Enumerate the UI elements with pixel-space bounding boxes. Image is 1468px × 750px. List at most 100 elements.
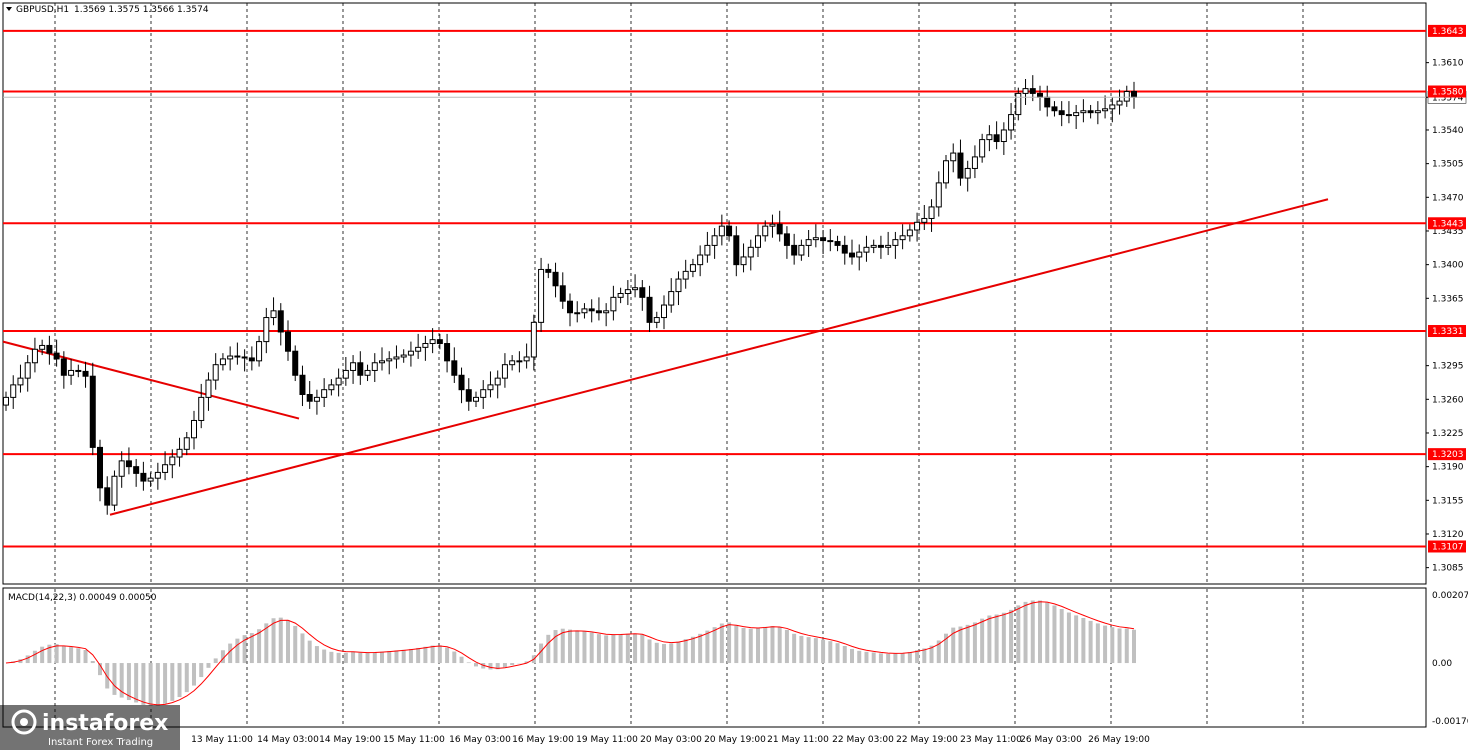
candle-body	[632, 287, 639, 291]
uptrend-line[interactable]	[109, 198, 1329, 516]
candle-body	[993, 134, 1000, 143]
candle-body	[1073, 112, 1080, 117]
time-label-12: 23 May 11:00	[960, 735, 1022, 745]
price-tick-label-10: 1.3225	[1432, 429, 1464, 439]
candle-body	[516, 360, 523, 363]
candle-body	[950, 152, 957, 162]
level-tag-3	[1428, 325, 1466, 338]
dropdown-arrow-icon[interactable]	[6, 7, 12, 11]
candle-body	[393, 356, 400, 360]
candle-body	[191, 419, 197, 439]
level-lines	[3, 29, 1426, 548]
trend-lines	[2, 198, 1329, 516]
candle-body	[1037, 92, 1043, 98]
level-tag-label-4: 1.3203	[1432, 450, 1464, 460]
candle-body	[617, 293, 624, 298]
candle-body	[46, 344, 53, 354]
candle-body	[567, 300, 573, 314]
candle-body	[986, 134, 993, 141]
candle-body	[1058, 110, 1065, 116]
candle-body	[429, 339, 436, 345]
price-axis: 1.36101.35741.35401.35051.34701.34351.34…	[3, 59, 1467, 574]
time-label-1: 14 May 03:00	[257, 735, 319, 745]
candle-body	[581, 308, 588, 314]
time-label-5: 16 May 19:00	[512, 735, 574, 745]
level-tag-label-5: 1.3107	[1432, 542, 1464, 552]
candles	[3, 75, 1137, 515]
candle-body	[776, 223, 783, 235]
candle-body	[31, 348, 38, 364]
candle-body	[386, 358, 393, 362]
candle-body	[603, 310, 610, 314]
candle-body	[892, 239, 899, 246]
macd-indicator	[5, 600, 1136, 707]
level-tag-2	[1428, 217, 1466, 230]
candle-body	[140, 472, 147, 482]
candle-body	[624, 289, 631, 294]
candle-body	[270, 310, 277, 319]
candle-body	[545, 268, 552, 273]
candle-body	[769, 223, 776, 227]
candle-body	[682, 270, 689, 280]
level-tag-4	[1428, 448, 1466, 461]
candle-body	[1000, 129, 1007, 143]
candle-body	[574, 312, 581, 315]
candle-body	[183, 437, 190, 450]
candle-body	[147, 477, 154, 482]
candle-body	[234, 355, 241, 358]
candle-body	[248, 357, 255, 362]
candle-body	[588, 308, 595, 312]
candle-body	[342, 369, 349, 379]
candle-body	[125, 460, 132, 468]
time-label-7: 20 May 03:00	[640, 735, 702, 745]
time-axis: 13 May 11:00 14 May 03:00 14 May 19:00 15 M…	[191, 735, 1150, 745]
candle-body	[1102, 108, 1109, 112]
time-label-9: 21 May 11:00	[767, 735, 829, 745]
time-label-8: 20 May 19:00	[704, 735, 766, 745]
level-tags: 1.3643 1.3580 1.3443 1.3331 1.3203 1.3107	[1428, 24, 1466, 553]
candle-body	[480, 389, 487, 398]
candle-body	[263, 317, 270, 343]
candle-body	[653, 317, 660, 323]
candle-body	[1080, 110, 1087, 114]
candle-body	[755, 235, 761, 248]
candle-body	[335, 377, 342, 386]
candle-body	[646, 296, 653, 323]
candle-body	[870, 244, 877, 248]
candle-body	[906, 229, 913, 237]
level-tag-label-3: 1.3331	[1432, 327, 1464, 337]
candle-body	[75, 369, 82, 372]
candle-body	[198, 396, 205, 421]
current-price-label: 1.3574	[1432, 93, 1464, 103]
candle-body	[834, 241, 841, 246]
price-tick-label-0: 1.3610	[1432, 59, 1464, 69]
macd-tick-label-1: 0.00	[1432, 659, 1452, 669]
candle-body	[1029, 88, 1036, 94]
downtrend-line[interactable]	[2, 340, 300, 420]
candle-body	[118, 460, 125, 477]
level-tag-label-2: 1.3443	[1432, 219, 1464, 229]
candle-body	[661, 304, 667, 319]
candle-body	[400, 354, 407, 358]
candle-body	[552, 271, 559, 287]
price-tick-label-2: 1.3540	[1432, 126, 1464, 136]
candle-body	[321, 389, 328, 398]
candle-body	[726, 225, 733, 237]
candle-body	[899, 235, 906, 241]
candle-body	[718, 225, 725, 237]
candle-body	[350, 362, 357, 371]
price-tick-label-6: 1.3400	[1432, 261, 1464, 271]
candle-body	[53, 352, 60, 360]
instaforex-logo-icon	[11, 709, 37, 735]
symbol-label: GBPUSD,H1	[16, 5, 69, 15]
macd-tick-label-2: -0.00176	[1432, 717, 1468, 727]
candle-body	[1044, 96, 1051, 108]
level-tag-0	[1428, 24, 1466, 37]
candle-body	[928, 206, 935, 219]
candle-body	[285, 331, 291, 352]
time-label-6: 19 May 11:00	[576, 735, 638, 745]
candle-body	[357, 362, 364, 376]
candle-body	[89, 375, 96, 448]
candle-body	[227, 355, 234, 360]
